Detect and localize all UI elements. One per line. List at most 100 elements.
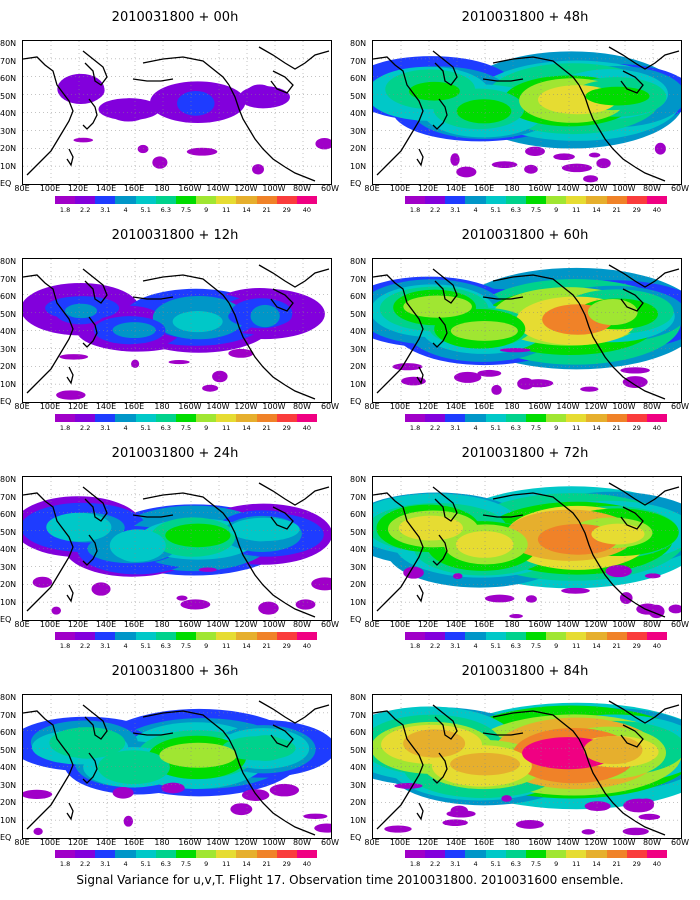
colorbar-swatch: [296, 414, 318, 422]
variance-contour: [403, 729, 466, 758]
variance-patch: [583, 175, 599, 183]
colorbar-label: 1.8: [59, 424, 71, 432]
colorbar-label: 4: [473, 206, 478, 214]
longitude-label: 120E: [417, 620, 439, 629]
colorbar-swatch: [155, 850, 176, 858]
figure-caption: Signal Variance for u,v,T. Flight 17. Ob…: [76, 873, 624, 887]
colorbar-swatch: [276, 632, 297, 640]
longitude-label: 120W: [584, 184, 608, 193]
latitude-label: 20N: [0, 144, 17, 153]
colorbar-swatch: [155, 414, 176, 422]
colorbar-label: 1.8: [409, 860, 421, 868]
colorbar-swatch: [175, 632, 197, 640]
longitude-label: 120W: [234, 620, 258, 629]
colorbar-label: 9: [554, 642, 559, 650]
colorbar: [55, 196, 318, 204]
map-area: [372, 694, 682, 839]
coastline: [432, 534, 448, 566]
colorbar-label: 14: [242, 642, 251, 650]
colorbar-swatch: [55, 850, 76, 858]
colorbar-label: 4: [473, 642, 478, 650]
colorbar-swatch: [566, 414, 587, 422]
colorbar-label: 21: [612, 206, 621, 214]
colorbar-swatch: [296, 850, 318, 858]
longitude-label: 100E: [389, 184, 411, 193]
colorbar-swatch: [546, 850, 567, 858]
latitude-label: EQ: [350, 179, 362, 188]
longitude-label: 80E: [364, 838, 380, 847]
longitude-label: 160E: [473, 620, 495, 629]
colorbar-label: 4: [473, 424, 478, 432]
latitude-label: 70N: [350, 56, 367, 66]
colorbar-swatch: [525, 414, 547, 422]
variance-patch: [228, 348, 254, 358]
variance-contour: [241, 522, 279, 542]
colorbar-label: 3.1: [100, 860, 111, 868]
latitude-label: 60N: [350, 510, 367, 519]
colorbar-swatch: [626, 850, 647, 858]
variance-patch: [452, 573, 463, 580]
variance-contour: [64, 303, 98, 319]
colorbar-swatch: [425, 196, 446, 204]
variance-patch: [499, 348, 531, 353]
longitude-label: 140W: [206, 402, 230, 411]
coastline: [82, 752, 98, 784]
colorbar-label: 14: [242, 860, 251, 868]
longitude-label: 80W: [292, 620, 312, 629]
colorbar-swatch: [236, 414, 257, 422]
latitude-label: EQ: [350, 615, 362, 624]
longitude-labels: 80E 100E 120E 140E 160E 180 160W 140W 120W 100W 80…: [360, 838, 690, 848]
latitude-label: 40N: [0, 109, 17, 118]
longitude-label: 100E: [389, 402, 411, 411]
longitude-label: 140W: [556, 620, 580, 629]
longitude-labels: 80E 100E 120E 140E 160E 180 160W 140W 120W 100W 80…: [10, 402, 340, 412]
longitude-label: 80E: [14, 838, 30, 847]
variance-contour: [172, 311, 223, 333]
variance-contour: [62, 736, 113, 759]
latitude-label: 30N: [350, 126, 367, 136]
colorbar-label: 6.3: [510, 860, 522, 868]
coastline: [432, 98, 448, 130]
latitude-label: 80N: [350, 475, 367, 484]
latitude-label: 10N: [350, 597, 367, 607]
coastline: [482, 296, 524, 300]
variance-patch: [384, 825, 412, 833]
latitude-label: 60N: [0, 728, 17, 737]
latitude-label: 10N: [0, 161, 17, 171]
longitude-label: 140E: [95, 838, 117, 847]
longitude-label: 100E: [39, 838, 61, 847]
colorbar-label: 4: [473, 860, 478, 868]
coastline: [228, 302, 286, 386]
latitude-label: 30N: [350, 780, 367, 790]
variance-patch: [623, 798, 654, 813]
coastline: [270, 288, 294, 312]
map-area: [22, 694, 332, 839]
latitude-label: 10N: [0, 815, 17, 825]
colorbar-label: 14: [592, 860, 601, 868]
colorbar-swatch: [646, 632, 668, 640]
variance-patch: [401, 376, 426, 386]
longitude-label: 140W: [206, 838, 230, 847]
coastline: [82, 534, 98, 566]
colorbar-swatch: [566, 196, 587, 204]
colorbar-swatch: [646, 196, 668, 204]
longitude-labels: 80E 100E 120E 140E 160E 180 160W 140W 120W 100W 80…: [10, 184, 340, 194]
longitude-label: 180: [504, 620, 520, 629]
latitude-labels: 80N 70N 60N 50N 40N 30N 20N 10N EQ: [0, 694, 22, 842]
coastline: [373, 492, 424, 612]
coastline: [620, 70, 644, 94]
latitude-label: 70N: [350, 710, 367, 720]
colorbar-label: 6.3: [160, 860, 172, 868]
map-area: [22, 40, 332, 185]
coastline: [142, 274, 230, 304]
variance-patch: [509, 613, 523, 619]
variance-map: [373, 477, 681, 620]
coastline: [132, 514, 174, 518]
colorbar-label: 7.5: [180, 424, 192, 432]
variance-patch: [212, 370, 228, 383]
colorbar-label: 2.2: [430, 424, 441, 432]
coastline: [228, 738, 286, 822]
colorbar-swatch: [115, 196, 136, 204]
latitude-label: 50N: [0, 527, 17, 537]
longitude-label: 100W: [612, 402, 636, 411]
